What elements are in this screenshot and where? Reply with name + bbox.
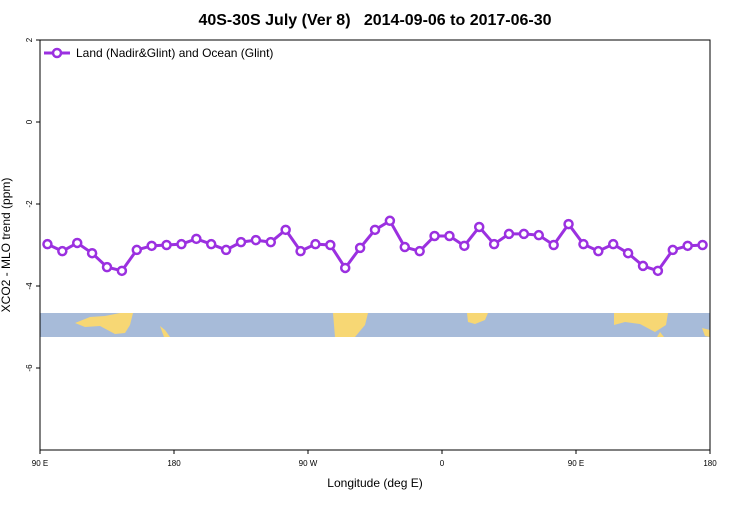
land bbox=[614, 313, 668, 332]
point bbox=[399, 241, 411, 253]
point bbox=[682, 240, 693, 252]
ocean bbox=[40, 313, 710, 337]
point bbox=[607, 238, 619, 250]
y-tick-label: -6 bbox=[25, 364, 34, 372]
point bbox=[518, 228, 530, 240]
point bbox=[131, 244, 143, 256]
point bbox=[697, 239, 708, 251]
point bbox=[533, 229, 545, 241]
point bbox=[57, 245, 68, 257]
point bbox=[205, 238, 217, 250]
point bbox=[250, 234, 262, 246]
point bbox=[414, 245, 425, 257]
point bbox=[310, 238, 321, 250]
point bbox=[86, 247, 98, 259]
x-tick-label: 180 bbox=[167, 459, 181, 468]
land bbox=[702, 328, 710, 337]
land bbox=[160, 326, 170, 337]
point bbox=[325, 239, 336, 251]
x-tick-label: 0 bbox=[440, 459, 445, 468]
point bbox=[563, 218, 574, 230]
y-tick-label: -4 bbox=[25, 282, 34, 290]
point bbox=[459, 240, 470, 252]
y-tick-label: 0 bbox=[25, 119, 34, 124]
point bbox=[488, 238, 500, 250]
point bbox=[161, 239, 172, 251]
x-axis-label: Longitude (deg E) bbox=[327, 476, 422, 490]
point bbox=[71, 237, 83, 249]
point bbox=[637, 260, 649, 272]
point bbox=[101, 261, 113, 273]
point bbox=[503, 228, 515, 240]
land bbox=[333, 313, 368, 337]
map-strip bbox=[40, 313, 710, 337]
land bbox=[657, 332, 664, 337]
land bbox=[467, 313, 488, 324]
legend-label: Land (Nadir&Glint) and Ocean (Glint) bbox=[76, 46, 273, 60]
point bbox=[354, 242, 366, 254]
point bbox=[176, 238, 187, 250]
point bbox=[652, 265, 664, 277]
point bbox=[265, 236, 277, 248]
x-tick-label: 90 E bbox=[568, 459, 584, 468]
point bbox=[295, 245, 306, 257]
land bbox=[75, 313, 133, 334]
plot-frame bbox=[39, 39, 711, 451]
y-tick-label: 2 bbox=[25, 37, 34, 42]
point bbox=[280, 224, 291, 236]
point bbox=[220, 244, 232, 256]
chart-title: 40S-30S July (Ver 8) 2014-09-06 to 2017-… bbox=[198, 12, 551, 29]
point bbox=[339, 262, 351, 274]
point bbox=[369, 224, 381, 236]
x-tick-label: 90 W bbox=[299, 459, 318, 468]
point bbox=[429, 230, 440, 242]
point bbox=[146, 240, 157, 252]
point bbox=[622, 247, 634, 259]
legend-marker bbox=[51, 47, 63, 59]
point bbox=[578, 238, 589, 250]
point bbox=[116, 265, 128, 277]
point bbox=[667, 244, 679, 256]
point bbox=[593, 245, 604, 257]
y-axis-label: XCO2 - MLO trend (ppm) bbox=[0, 178, 13, 313]
point bbox=[191, 233, 202, 245]
point bbox=[42, 238, 53, 250]
point bbox=[548, 239, 559, 251]
x-tick-label: 180 bbox=[703, 459, 717, 468]
y-tick-label: -2 bbox=[25, 200, 34, 208]
x-tick-label: 90 E bbox=[32, 459, 48, 468]
point bbox=[444, 230, 455, 242]
point bbox=[473, 221, 485, 233]
point bbox=[235, 236, 247, 248]
point bbox=[384, 215, 396, 227]
